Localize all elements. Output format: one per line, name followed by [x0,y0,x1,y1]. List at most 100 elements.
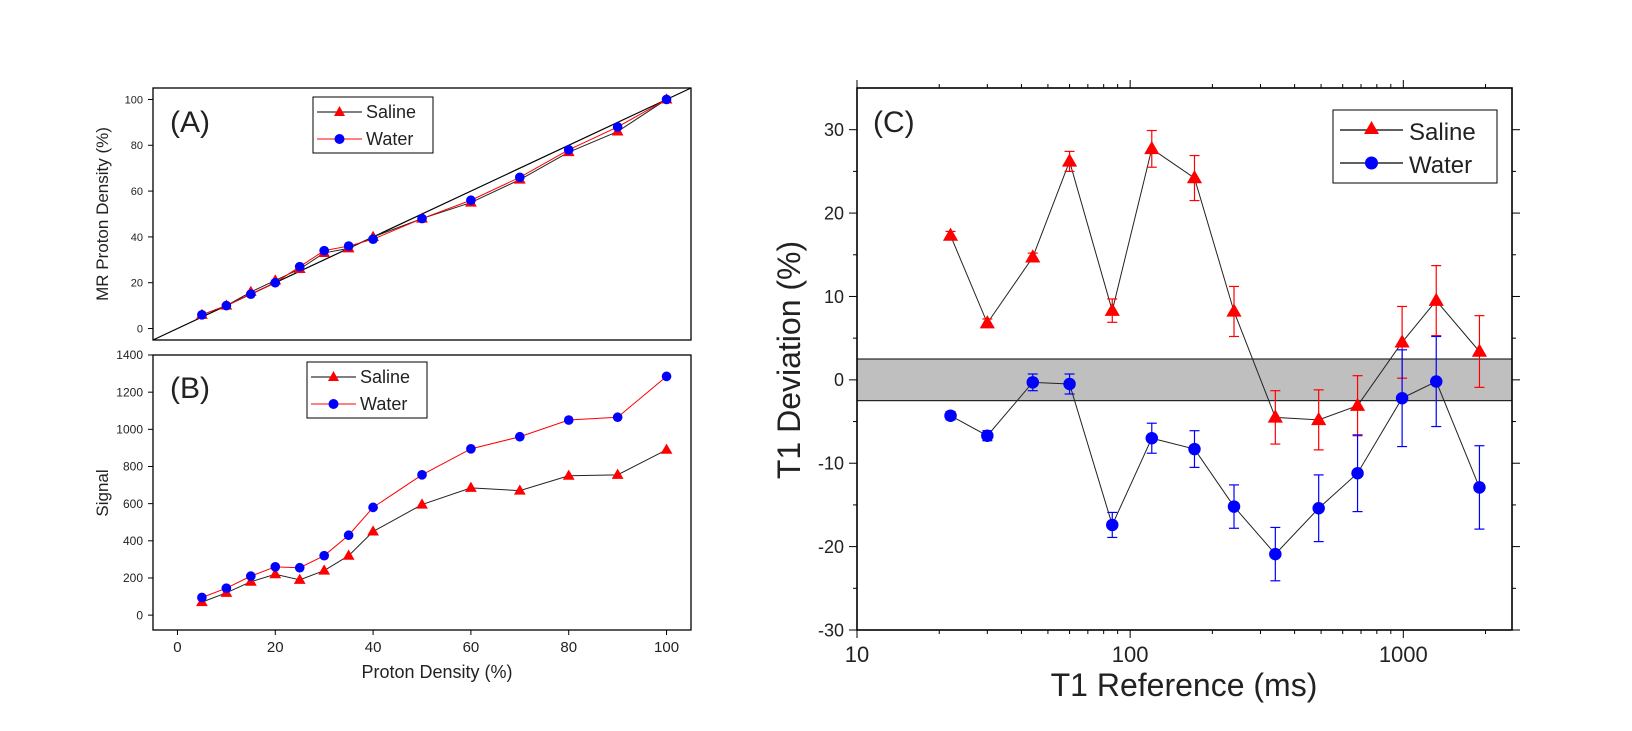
y-tick-label: 800 [123,460,143,474]
data-point-saline [1428,292,1444,306]
data-point-saline [1061,153,1078,167]
panel-c-frame [856,87,1513,631]
y-tick-label: 20 [824,203,844,223]
data-point-water [245,289,256,300]
y-tick-label: 200 [123,571,143,585]
data-point-saline [1144,140,1160,155]
data-point-saline [1394,334,1410,348]
y-tick-label: 0 [834,370,844,390]
data-point-saline [513,484,526,495]
data-point-water [1473,481,1486,494]
data-point-saline [1226,303,1242,317]
data-point-saline [1267,409,1283,423]
data-point-water [1227,500,1241,513]
panel-a-ticks: 0 20 40 60 80 100 [125,94,153,335]
data-point-water [1188,442,1201,456]
y-tick-label: 10 [824,287,844,307]
panel-c-legend: Saline Water [1332,109,1498,184]
legend-saline-marker [1364,121,1379,134]
data-point-water [343,241,354,251]
panel-a: 0 20 40 60 80 100 (A) MR Proton Density (%) S… [93,87,692,341]
data-point-water [466,443,476,454]
panel-c-x-axis-label: T1 Reference (ms) [1051,667,1318,703]
x-tick-label: 0 [173,639,181,656]
data-point-water [197,592,207,603]
panel-c-band [856,358,1513,402]
data-point-water [1145,431,1159,445]
y-tick-label: -30 [818,620,844,640]
panel-b-y-axis-label: Signal [93,469,112,516]
y-tick-label: 0 [136,608,143,622]
panel-b-ticks: 0 200 400 600 800 1000 1200 1400 0 20 40 60 80 100 [116,348,679,656]
data-point-water [319,245,330,256]
data-point-water [319,550,330,561]
data-point-water [466,195,476,206]
legend-saline-marker [328,371,339,381]
data-point-saline [979,315,995,329]
legend-saline-label: Saline [1409,119,1476,146]
legend-saline-marker [334,106,345,116]
panel-a-label: (A) [170,106,210,139]
x-tick-label: 10 [845,642,869,667]
y-tick-label: 80 [131,140,143,152]
panel-a-data [152,87,692,341]
data-point-water [661,371,672,382]
data-point-water [294,562,305,573]
data-point-water [563,145,574,155]
data-point-water [221,300,232,311]
x-tick-label: 80 [560,639,577,656]
data-point-water [1351,466,1364,480]
data-point-water [944,409,957,422]
panel-b-x-axis-label: Proton Density (%) [361,662,512,682]
data-point-saline [1349,397,1366,411]
y-tick-label: 40 [131,232,143,244]
y-tick-label: -10 [818,454,844,474]
x-tick-label: 1000 [1379,642,1428,667]
data-point-water [1395,391,1409,405]
legend-water-marker [334,134,345,144]
panel-c-ticks: -30 -20 -10 0 10 20 30 10 100 1000 [818,80,1520,667]
panel-a-legend: Saline Water [312,96,434,154]
panel-b-data [196,371,673,607]
panel-c-legend-box [1332,109,1498,184]
legend-water-label: Water [1409,152,1472,179]
data-point-water [514,172,525,183]
series-line-saline [201,449,667,603]
data-point-saline [1186,170,1203,184]
legend-water-marker [1365,156,1378,170]
panel-c-label: (C) [873,106,915,139]
legend-water-label: Water [360,394,407,414]
data-point-saline [660,443,673,454]
panel-a-frame [152,87,692,341]
data-point-saline [1025,249,1041,263]
data-point-water [563,415,574,425]
y-tick-label: 0 [137,323,143,335]
data-point-water [343,530,354,541]
data-point-water [612,122,623,132]
x-tick-label: 20 [267,639,284,656]
data-point-water [1106,518,1119,532]
data-point-water [417,213,427,224]
data-point-saline [318,564,331,575]
data-point-water [1312,502,1325,515]
data-point-saline [465,481,477,492]
data-point-saline [611,468,624,479]
legend-saline-label: Saline [360,367,410,387]
data-point-water [612,412,623,423]
panel-b: 0 200 400 600 800 1000 1200 1400 0 20 40 60 80 100 (B… [93,348,692,682]
x-tick-label: 60 [463,639,480,656]
y-tick-label: 100 [125,94,143,106]
data-point-saline [1311,411,1327,426]
data-point-saline [1471,343,1488,357]
y-tick-label: 30 [824,120,844,140]
data-point-saline [942,227,959,241]
panel-a-legend-box [312,96,434,154]
data-point-saline [342,549,355,560]
data-point-water [270,277,281,288]
data-point-water [270,561,281,572]
panel-c-y-axis-label: T1 Deviation (%) [771,241,807,479]
y-tick-label: 60 [131,186,143,198]
panel-b-frame [152,354,692,631]
data-point-water [514,431,525,442]
y-tick-label: 600 [123,497,143,511]
